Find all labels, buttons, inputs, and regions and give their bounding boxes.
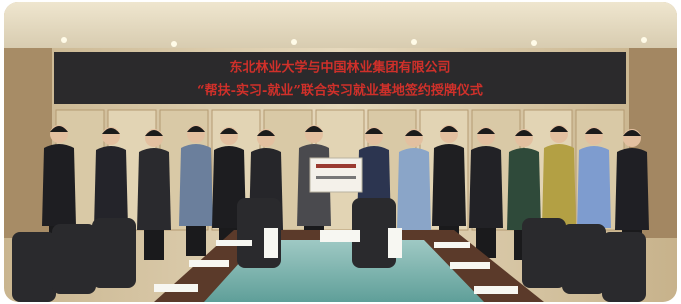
chair <box>562 224 606 294</box>
person-body <box>42 144 76 226</box>
banner-line: “帮扶-实习-就业”联合实习就业基地签约授牌仪式 <box>197 83 483 99</box>
person-body <box>432 144 466 226</box>
person-body <box>94 146 128 228</box>
person-body <box>397 148 431 230</box>
chair <box>92 218 136 288</box>
person-body <box>137 148 171 230</box>
plaque-text <box>316 176 356 179</box>
person-body <box>507 148 541 230</box>
scene: 东北林业大学与中国林业集团有限公司 “帮扶-实习-就业”联合实习就业基地签约授牌… <box>4 2 677 302</box>
person-body <box>542 144 576 226</box>
person-legs <box>186 226 206 256</box>
plaque <box>310 158 362 192</box>
banner-line: 东北林业大学与中国林业集团有限公司 <box>229 60 450 76</box>
person-legs <box>144 230 164 260</box>
chair <box>522 218 566 288</box>
chair <box>12 232 56 302</box>
person-body <box>179 144 213 226</box>
person-body <box>615 148 649 230</box>
plaque-text <box>316 164 356 168</box>
person-body <box>469 146 503 228</box>
ceiling <box>4 2 677 48</box>
page: 东北林业大学与中国林业集团有限公司 “帮扶-实习-就业”联合实习就业基地签约授牌… <box>0 0 681 304</box>
photo: 东北林业大学与中国林业集团有限公司 “帮扶-实习-就业”联合实习就业基地签约授牌… <box>4 2 677 302</box>
chair <box>52 224 96 294</box>
person-body <box>577 146 611 228</box>
chair <box>602 232 646 302</box>
